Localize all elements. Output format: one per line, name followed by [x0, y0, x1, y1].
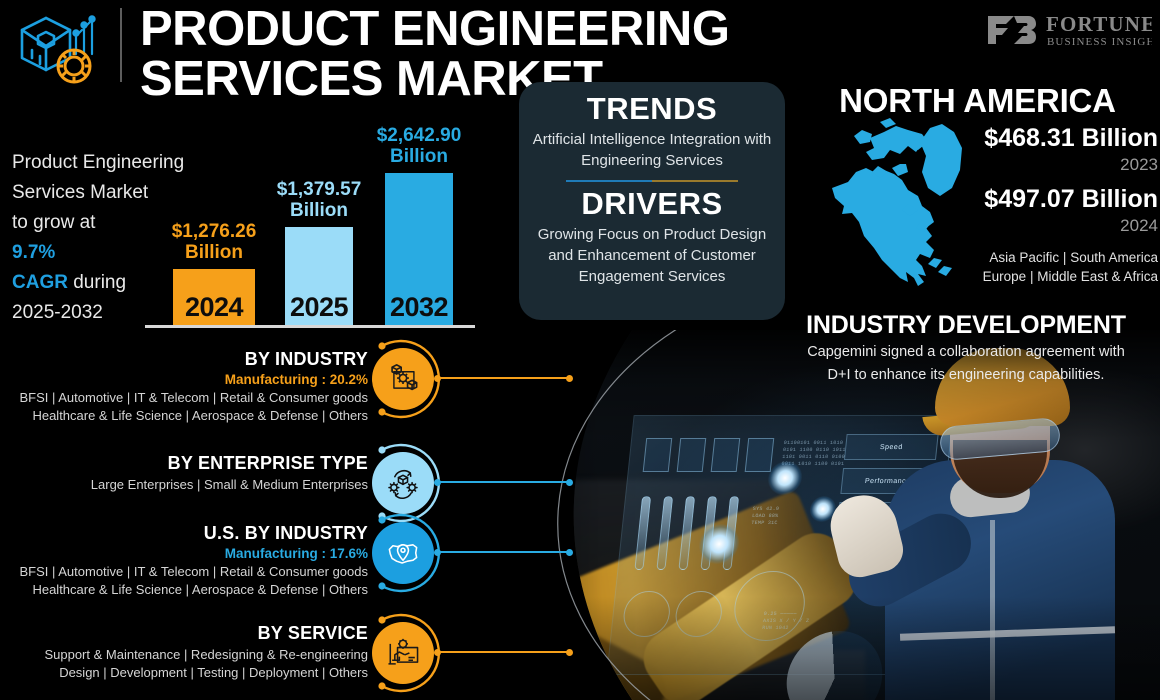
svg-text:FORTUNE: FORTUNE [1046, 12, 1152, 36]
connector-line-by-industry [434, 374, 573, 382]
segment-items-by-enterprise-type-1: Large Enterprises | Small & Medium Enter… [90, 477, 368, 492]
panel-divider [566, 180, 738, 182]
enterprise-cycle-gears-icon[interactable] [372, 452, 434, 514]
bar-value-2024: $1,276.26 [171, 221, 257, 242]
bar-label-2024: 2024 [184, 292, 244, 322]
fortune-business-insights-logo: FORTUNE BUSINESS INSIGHTS [988, 12, 1152, 48]
bar-unit-2025: Billion [289, 200, 349, 221]
segment-items-by-industry-1: BFSI | Automotive | IT & Telecom | Retai… [19, 390, 368, 405]
industry-development: INDUSTRY DEVELOPMENT Capgemini signed a … [775, 310, 1157, 386]
drivers-title: DRIVERS [581, 186, 723, 221]
industry-development-line-2: D+I to enhance its engineering capabilit… [827, 367, 1105, 383]
segment-items-by-service-2: Design | Development | Testing | Deploym… [59, 665, 368, 680]
connector-line-by-enterprise-type [434, 478, 573, 486]
chart-axis-line [145, 325, 475, 328]
header-divider [120, 8, 122, 82]
market-summary-text: Product Engineering Services Market to g… [12, 148, 202, 328]
other-regions-line-2: Europe | Middle East & Africa [982, 269, 1158, 284]
cagr-label: CAGR [12, 272, 68, 293]
other-regions-line-1: Asia Pacific | South America [989, 250, 1158, 265]
connector-line-us-by-industry [434, 548, 573, 556]
bar-group-2032: $2,642.90 Billion 2032 [377, 125, 461, 325]
region-figures: $468.31 Billion 2023 $497.07 Billion 202… [930, 124, 1158, 237]
segment-items-by-industry-2: Healthcare & Life Science | Aerospace & … [32, 408, 368, 423]
market-bar-chart: $1,276.26 Billion 2024 $1,379.57 Billion… [145, 118, 485, 328]
bar-unit-2024: Billion [184, 242, 244, 263]
us-map-pin-icon[interactable] [372, 522, 434, 584]
svg-text:BUSINESS INSIGHTS: BUSINESS INSIGHTS [1047, 36, 1152, 48]
bar-unit-2032: Billion [389, 146, 449, 167]
cagr-value: 9.7% [12, 242, 56, 263]
bar-2024: 2024 [173, 269, 255, 325]
trends-text: Artificial Intelligence Integration with… [532, 131, 772, 169]
hero-photo: 01100101 0011 10100101 1100 0110 1011110… [445, 330, 1160, 700]
bar-group-2024: $1,276.26 Billion 2024 [172, 221, 256, 325]
during-label: during [67, 272, 127, 293]
segment-title-by-service: BY SERVICE [257, 623, 368, 643]
service-robot-monitor-icon[interactable] [372, 622, 434, 684]
trends-title: TRENDS [586, 91, 718, 126]
segment-highlight-by-industry: Manufacturing : 20.2% [224, 372, 368, 387]
region-amount-2024: $497.07 Billion [984, 185, 1158, 213]
cube-circuit-gear-icon [20, 15, 96, 84]
segment-title-by-industry: BY INDUSTRY [244, 349, 368, 369]
bar-2032: 2032 [385, 173, 453, 325]
segment-highlight-us-by-industry: Manufacturing : 17.6% [224, 546, 368, 561]
lede-line-2: Services Market [12, 182, 149, 203]
bar-value-2032: $2,642.90 [376, 125, 462, 146]
region-year-2024: 2024 [1120, 216, 1158, 235]
north-america-map-icon [832, 118, 962, 286]
region-amount-2023: $468.31 Billion [984, 124, 1158, 152]
industry-cubes-gear-icon[interactable] [372, 348, 434, 410]
drivers-text: Growing Focus on Product Design and Enha… [537, 226, 767, 285]
segment-items-us-by-industry-2: Healthcare & Life Science | Aerospace & … [32, 582, 368, 597]
connector-line-by-service [434, 648, 573, 656]
segment-items-by-service-1: Support & Maintenance | Redesigning & Re… [44, 647, 368, 662]
industry-development-title: INDUSTRY DEVELOPMENT [806, 311, 1126, 339]
bar-label-2025: 2025 [289, 292, 349, 322]
forecast-period: 2025-2032 [12, 302, 103, 323]
bar-2025: 2025 [285, 227, 353, 325]
lede-line-3: to grow at [12, 212, 96, 233]
industry-development-line-1: Capgemini signed a collaboration agreeme… [807, 344, 1125, 360]
trends-drivers-panel: TRENDS Artificial Intelligence Integrati… [519, 82, 785, 320]
segment-title-by-enterprise-type: BY ENTERPRISE TYPE [167, 453, 368, 473]
segment-title-us-by-industry: U.S. BY INDUSTRY [203, 523, 368, 543]
region-year-2023: 2023 [1120, 155, 1158, 174]
bar-label-2032: 2032 [389, 292, 449, 322]
bar-value-2025: $1,379.57 [276, 179, 362, 200]
region-title: NORTH AMERICA [839, 82, 1116, 119]
segment-items-us-by-industry-1: BFSI | Automotive | IT & Telecom | Retai… [19, 564, 368, 579]
lede-line-1: Product Engineering [12, 152, 185, 173]
bar-group-2025: $1,379.57 Billion 2025 [277, 179, 361, 325]
other-regions: Asia Pacific | South America Europe | Mi… [900, 248, 1158, 286]
